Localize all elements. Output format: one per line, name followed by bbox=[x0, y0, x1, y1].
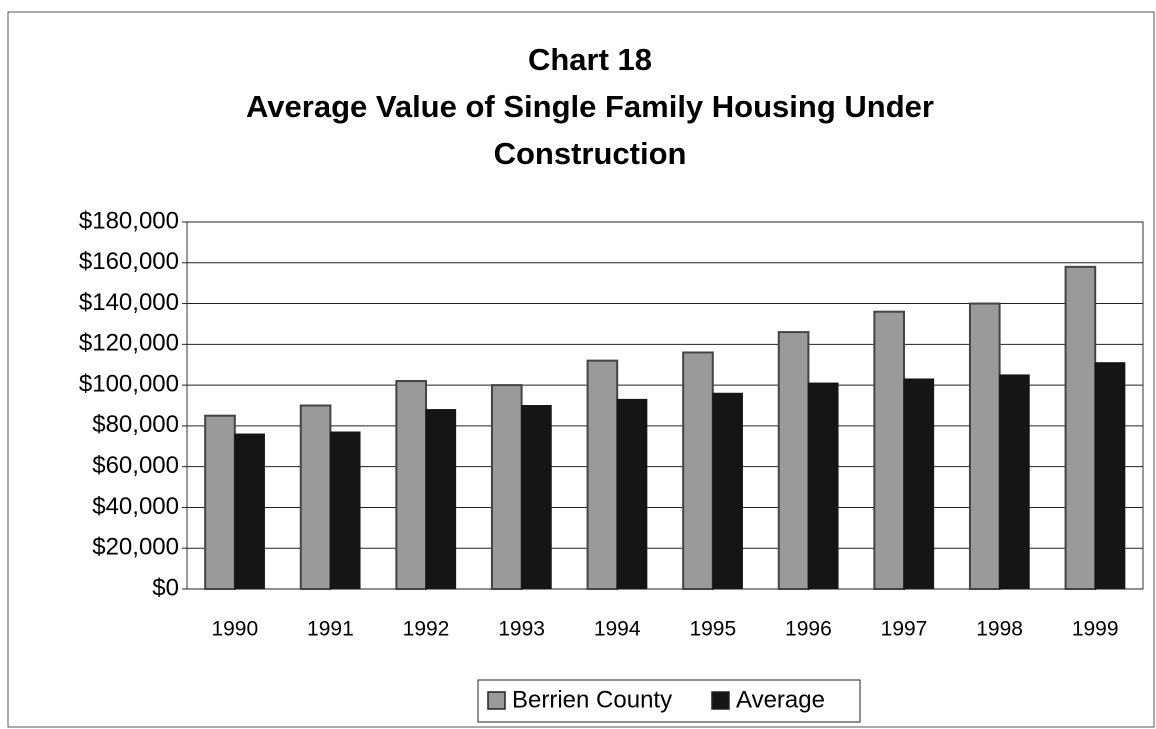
x-tick-label: 1992 bbox=[403, 618, 450, 641]
legend-box bbox=[477, 679, 861, 723]
chart-subtitle: Average Value of Single Family Housing U… bbox=[246, 89, 934, 171]
x-tick-label: 1991 bbox=[307, 618, 354, 641]
x-tick-label: 1993 bbox=[498, 618, 545, 641]
bar bbox=[616, 398, 648, 590]
bar bbox=[521, 405, 552, 590]
chart-title: Chart 18 bbox=[527, 42, 653, 77]
bar bbox=[490, 384, 523, 590]
legend-swatch bbox=[711, 691, 730, 710]
y-tick-label: $20,000 bbox=[92, 534, 179, 561]
legend-swatch bbox=[487, 691, 506, 710]
bar bbox=[873, 310, 906, 590]
legend-label: Average bbox=[736, 686, 825, 713]
titles: Chart 18 Average Value of Single Family … bbox=[150, 36, 1030, 177]
y-tick-label: $40,000 bbox=[92, 493, 179, 520]
bar bbox=[968, 302, 1001, 590]
y-tick-label: $80,000 bbox=[92, 411, 179, 438]
bar bbox=[777, 331, 810, 590]
x-tick-label: 1996 bbox=[785, 618, 832, 641]
bar bbox=[1064, 265, 1097, 590]
y-tick-label: $0 bbox=[152, 574, 179, 601]
x-tick-label: 1998 bbox=[976, 618, 1023, 641]
bar bbox=[204, 414, 236, 591]
bar bbox=[425, 409, 457, 590]
bar bbox=[712, 392, 743, 590]
bar bbox=[999, 374, 1030, 590]
y-tick-label: $100,000 bbox=[79, 370, 179, 397]
bar bbox=[903, 378, 935, 590]
bar bbox=[234, 433, 265, 590]
chart-border bbox=[7, 11, 1155, 728]
bar bbox=[329, 431, 361, 590]
x-tick-label: 1990 bbox=[211, 618, 258, 641]
y-tick-label: $120,000 bbox=[79, 330, 179, 357]
y-tick-label: $180,000 bbox=[79, 207, 179, 234]
bar bbox=[1094, 362, 1126, 590]
y-tick-label: $140,000 bbox=[79, 289, 179, 316]
bar bbox=[682, 351, 714, 590]
bar bbox=[395, 380, 428, 590]
bar bbox=[586, 359, 619, 590]
y-tick-label: $160,000 bbox=[79, 248, 179, 275]
legend-label: Berrien County bbox=[512, 686, 672, 713]
y-tick-label: $60,000 bbox=[92, 452, 179, 479]
bar bbox=[299, 404, 332, 590]
x-tick-label: 1994 bbox=[594, 618, 641, 641]
x-tick-label: 1995 bbox=[689, 618, 736, 641]
x-tick-label: 1997 bbox=[881, 618, 928, 641]
x-tick-label: 1999 bbox=[1072, 618, 1119, 641]
bar bbox=[807, 382, 839, 590]
